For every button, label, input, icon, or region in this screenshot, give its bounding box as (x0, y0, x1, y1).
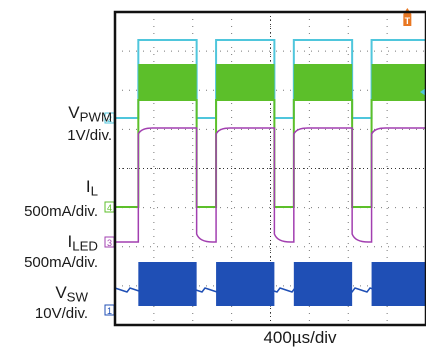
il-burst (216, 64, 275, 100)
channel-marker-4: 4 (104, 201, 115, 213)
vsw-burst (293, 262, 353, 306)
plot-frame (113, 10, 426, 327)
vpwm-scale: 1V/div. (67, 126, 112, 144)
horizontal-scale-label: 400µs/div (263, 328, 337, 347)
vsw-burst (371, 262, 426, 306)
channel-marker-3: 3 (104, 236, 115, 248)
il-burst (138, 64, 197, 100)
vsw-label: VSW 10V/div. (0, 284, 88, 321)
trigger-marker-box (403, 14, 412, 26)
vpwm-label: VPWM 1V/div. (20, 104, 112, 143)
il-burst (293, 64, 353, 100)
vsw-burst (138, 262, 197, 306)
level-arrow-right (420, 88, 426, 96)
channel-marker-label: 3 (107, 238, 112, 248)
channel-marker-label: 2 (107, 114, 112, 124)
trigger-marker: T (403, 8, 412, 26)
channel-marker-label: 1 (107, 306, 112, 316)
iled-scale: 500mA/div. (24, 253, 98, 271)
il-scale: 500mA/div. (24, 202, 98, 220)
traces (114, 39, 426, 306)
trigger-marker-label: T (405, 16, 411, 26)
vsw-scale: 10V/div. (34, 304, 88, 322)
iled-trace (115, 127, 426, 243)
il-burst (371, 64, 426, 100)
iled-label: ILED 500mA/div. (0, 233, 98, 270)
vpwm-trace (115, 39, 426, 119)
channel-marker-1: 1 (104, 304, 115, 316)
channel-marker-label: 4 (107, 203, 112, 213)
vsw-burst (216, 262, 275, 306)
il-label: IL 500mA/div. (0, 178, 98, 219)
